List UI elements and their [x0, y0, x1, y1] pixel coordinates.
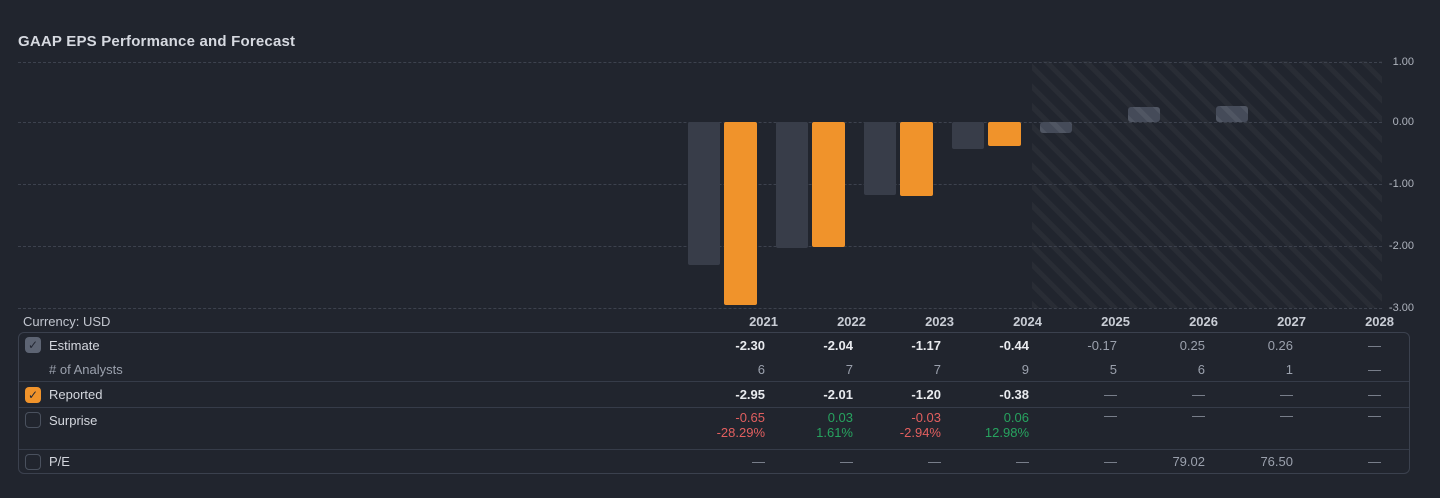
cell-reported-2022: -2.01: [823, 387, 853, 402]
year-header: 2027: [1277, 314, 1306, 329]
estimate-bar-2022: [776, 122, 808, 249]
cell-pe-2021: —: [752, 454, 765, 469]
estimate-bar-2027: [1216, 105, 1248, 122]
cell-reported-2023: -1.20: [911, 387, 941, 402]
surprise-value: -28.29%: [716, 425, 765, 440]
cell-analysts-2028: —: [1368, 361, 1381, 377]
cell-estimate-2026: 0.25: [1179, 337, 1205, 353]
cell-analysts-2027: 1: [1285, 361, 1293, 377]
surprise-value: -0.03: [911, 410, 941, 425]
y-axis-tick-label: -3.00: [1388, 302, 1414, 314]
cell-surprise-2021: -0.65 -28.29%: [677, 408, 765, 442]
checkmark-icon: ✓: [27, 338, 39, 352]
y-axis-tick-label: -2.00: [1388, 240, 1414, 252]
row-label-estimate[interactable]: Estimate: [49, 337, 100, 353]
table-body: ✓ Estimate -2.30 -2.04 -1.17 -0.44 -0.17 0.25 0.…: [18, 332, 1410, 474]
surprise-value: 0.06: [1003, 410, 1029, 425]
y-axis-tick-label: 1.00: [1392, 56, 1414, 68]
surprise-value: 1.61%: [816, 425, 853, 440]
cell-analysts-2021: 6: [757, 361, 765, 377]
cell-reported-2024: -0.38: [999, 387, 1029, 402]
checkmark-icon: ✓: [27, 387, 39, 402]
reported-bar-2024: [988, 122, 1021, 146]
reported-bar-2022: [812, 122, 845, 247]
pe-checkbox[interactable]: [25, 453, 41, 470]
cell-pe-2026: 79.02: [1172, 454, 1205, 469]
estimate-bar-2023: [864, 122, 896, 195]
cell-surprise-2024: 0.06 12.98%: [941, 408, 1029, 442]
cell-reported-2021: -2.95: [735, 387, 765, 402]
cell-surprise-2026: —: [1192, 408, 1205, 423]
cell-analysts-2024: 9: [1021, 361, 1029, 377]
eps-data-table: Currency: USD 2021 2022 2023 2024 2025 2026 20…: [0, 311, 1440, 474]
table-row-reported: ✓ Reported -2.95 -2.01 -1.20 -0.38 — — — —: [19, 381, 1409, 407]
cell-pe-2028: —: [1368, 454, 1381, 469]
cell-pe-2024: —: [1016, 454, 1029, 469]
cell-pe-2023: —: [928, 454, 941, 469]
surprise-value: 0.03: [827, 410, 853, 425]
cell-estimate-2024: -0.44: [999, 337, 1029, 353]
cell-surprise-2023: -0.03 -2.94%: [853, 408, 941, 442]
surprise-value: -0.65: [735, 410, 765, 425]
table-row-estimate: ✓ Estimate -2.30 -2.04 -1.17 -0.44 -0.17 0.25 0.…: [19, 333, 1409, 357]
cell-estimate-2027: 0.26: [1267, 337, 1293, 353]
chart-title: GAAP EPS Performance and Forecast: [18, 33, 296, 50]
surprise-value: 12.98%: [984, 425, 1029, 440]
cell-reported-2027: —: [1280, 387, 1293, 402]
year-header: 2028: [1365, 314, 1394, 329]
year-header: 2022: [837, 314, 866, 329]
reported-bar-2023: [900, 122, 933, 197]
surprise-checkbox[interactable]: [25, 412, 41, 428]
row-label-analysts: # of Analysts: [49, 361, 123, 377]
table-header-row: Currency: USD 2021 2022 2023 2024 2025 2026 20…: [0, 311, 1440, 332]
eps-bar-chart: 1.00 0.00 -1.00 -2.00 -3.00: [18, 56, 1414, 314]
cell-pe-2025: —: [1104, 454, 1117, 469]
cell-estimate-2028: —: [1368, 337, 1381, 353]
cell-reported-2025: —: [1104, 387, 1117, 402]
cell-reported-2028: —: [1368, 387, 1381, 402]
cell-pe-2022: —: [840, 454, 853, 469]
year-header: 2024: [1013, 314, 1042, 329]
gridline: [18, 62, 1382, 63]
y-axis-tick-label: 0.00: [1392, 116, 1414, 128]
reported-checkbox[interactable]: ✓: [25, 386, 41, 403]
cell-surprise-2025: —: [1104, 408, 1117, 423]
reported-bar-2021: [724, 122, 757, 305]
estimate-bar-2024: [952, 122, 984, 150]
year-header: 2021: [749, 314, 778, 329]
table-row-surprise: Surprise -0.65 -28.29% 0.03 1.61% -0.03 -2.94%…: [19, 407, 1409, 449]
year-header: 2025: [1101, 314, 1130, 329]
cell-estimate-2025: -0.17: [1087, 337, 1117, 353]
cell-pe-2027: 76.50: [1260, 454, 1293, 469]
cell-surprise-2022: 0.03 1.61%: [765, 408, 853, 442]
gridline: [18, 308, 1382, 309]
estimate-bar-2025: [1040, 122, 1072, 133]
cell-reported-2026: —: [1192, 387, 1205, 402]
year-header: 2026: [1189, 314, 1218, 329]
surprise-value: -2.94%: [899, 425, 941, 440]
currency-label: Currency: USD: [23, 314, 111, 329]
year-header: 2023: [925, 314, 954, 329]
year-headers: 2021 2022 2023 2024 2025 2026 2027 2028: [690, 314, 1394, 329]
row-label-pe[interactable]: P/E: [49, 454, 70, 469]
cell-analysts-2022: 7: [845, 361, 853, 377]
estimate-bar-2021: [688, 122, 720, 265]
cell-estimate-2021: -2.30: [735, 337, 765, 353]
cell-analysts-2023: 7: [933, 361, 941, 377]
estimate-bar-2026: [1128, 106, 1160, 122]
cell-surprise-2028: —: [1368, 408, 1381, 423]
row-label-surprise[interactable]: Surprise: [49, 412, 98, 428]
cell-analysts-2025: 5: [1109, 361, 1117, 377]
cell-estimate-2022: -2.04: [823, 337, 853, 353]
table-row-analysts: # of Analysts 6 7 7 9 5 6 1 —: [19, 357, 1409, 381]
row-label-reported[interactable]: Reported: [49, 387, 103, 402]
cell-surprise-2027: —: [1280, 408, 1293, 423]
table-row-pe: P/E — — — — — 79.02 76.50 —: [19, 449, 1409, 473]
cell-analysts-2026: 6: [1197, 361, 1205, 377]
cell-estimate-2023: -1.17: [911, 337, 941, 353]
y-axis-tick-label: -1.00: [1388, 178, 1414, 190]
estimate-checkbox[interactable]: ✓: [25, 337, 41, 353]
